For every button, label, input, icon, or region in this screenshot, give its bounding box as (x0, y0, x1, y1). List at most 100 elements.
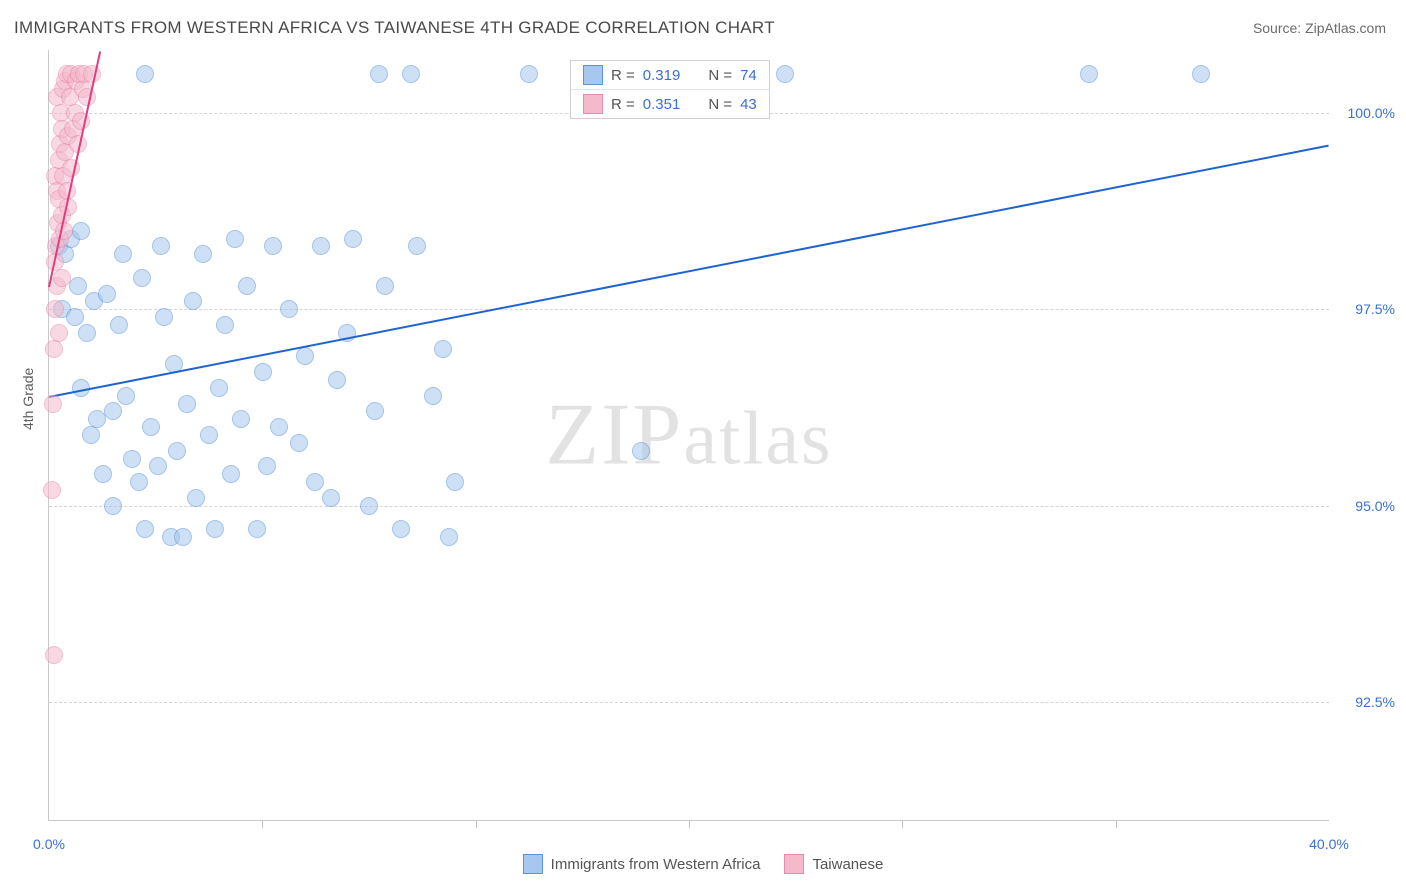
legend-label: Immigrants from Western Africa (551, 856, 761, 873)
legend-row: R = 0.351 N = 43 (571, 90, 769, 118)
gridline (49, 702, 1329, 703)
x-tick (689, 820, 690, 828)
data-point (194, 245, 212, 263)
data-point (110, 316, 128, 334)
gridline (49, 309, 1329, 310)
data-point (366, 402, 384, 420)
n-value: 74 (740, 67, 757, 84)
watermark-big: ZIP (545, 387, 683, 484)
legend-item: Immigrants from Western Africa (523, 854, 761, 874)
data-point (200, 426, 218, 444)
data-point (152, 237, 170, 255)
y-tick-label: 92.5% (1355, 694, 1395, 710)
n-label: N = (708, 67, 732, 84)
data-point (270, 418, 288, 436)
legend-swatch (523, 854, 543, 874)
data-point (66, 308, 84, 326)
data-point (130, 473, 148, 491)
r-label: R = (611, 96, 635, 113)
source-label: Source: ZipAtlas.com (1253, 20, 1386, 36)
data-point (46, 300, 64, 318)
correlation-legend: R = 0.319 N = 74 R = 0.351 N = 43 (570, 60, 770, 119)
data-point (187, 489, 205, 507)
data-point (78, 324, 96, 342)
data-point (104, 497, 122, 515)
data-point (45, 340, 63, 358)
data-point (306, 473, 324, 491)
data-point (174, 528, 192, 546)
data-point (114, 245, 132, 263)
series-legend: Immigrants from Western Africa Taiwanese (0, 854, 1406, 874)
data-point (440, 528, 458, 546)
data-point (280, 300, 298, 318)
data-point (296, 347, 314, 365)
gridline (49, 506, 1329, 507)
data-point (312, 237, 330, 255)
data-point (328, 371, 346, 389)
y-tick-label: 97.5% (1355, 301, 1395, 317)
data-point (254, 363, 272, 381)
x-tick-label: 40.0% (1309, 836, 1349, 852)
r-label: R = (611, 67, 635, 84)
x-tick (1116, 820, 1117, 828)
data-point (155, 308, 173, 326)
data-point (392, 520, 410, 538)
data-point (238, 277, 256, 295)
data-point (1080, 65, 1098, 83)
header: IMMIGRANTS FROM WESTERN AFRICA VS TAIWAN… (14, 18, 1386, 38)
data-point (82, 426, 100, 444)
data-point (1192, 65, 1210, 83)
data-point (210, 379, 228, 397)
data-point (434, 340, 452, 358)
data-point (69, 277, 87, 295)
x-tick (262, 820, 263, 828)
data-point (178, 395, 196, 413)
r-value: 0.351 (643, 96, 681, 113)
data-point (72, 222, 90, 240)
data-point (424, 387, 442, 405)
data-point (258, 457, 276, 475)
data-point (206, 520, 224, 538)
r-value: 0.319 (643, 67, 681, 84)
legend-item: Taiwanese (784, 854, 883, 874)
data-point (184, 292, 202, 310)
watermark: ZIPatlas (545, 385, 832, 486)
data-point (136, 520, 154, 538)
data-point (104, 402, 122, 420)
data-point (43, 481, 61, 499)
data-point (53, 269, 71, 287)
data-point (408, 237, 426, 255)
data-point (44, 395, 62, 413)
data-point (322, 489, 340, 507)
x-tick-label: 0.0% (33, 836, 65, 852)
data-point (370, 65, 388, 83)
data-point (133, 269, 151, 287)
data-point (520, 65, 538, 83)
y-tick-label: 100.0% (1348, 105, 1395, 121)
data-point (123, 450, 141, 468)
y-tick-label: 95.0% (1355, 498, 1395, 514)
data-point (117, 387, 135, 405)
chart-title: IMMIGRANTS FROM WESTERN AFRICA VS TAIWAN… (14, 18, 775, 38)
data-point (168, 442, 186, 460)
x-tick (476, 820, 477, 828)
data-point (248, 520, 266, 538)
n-label: N = (708, 96, 732, 113)
data-point (446, 473, 464, 491)
y-axis-label: 4th Grade (20, 368, 36, 430)
n-value: 43 (740, 96, 757, 113)
data-point (360, 497, 378, 515)
x-tick (902, 820, 903, 828)
data-point (98, 285, 116, 303)
legend-row: R = 0.319 N = 74 (571, 61, 769, 90)
data-point (376, 277, 394, 295)
trend-line (49, 144, 1329, 397)
data-point (149, 457, 167, 475)
data-point (344, 230, 362, 248)
data-point (136, 65, 154, 83)
data-point (142, 418, 160, 436)
data-point (402, 65, 420, 83)
data-point (216, 316, 234, 334)
data-point (290, 434, 308, 452)
watermark-small: atlas (683, 397, 832, 481)
